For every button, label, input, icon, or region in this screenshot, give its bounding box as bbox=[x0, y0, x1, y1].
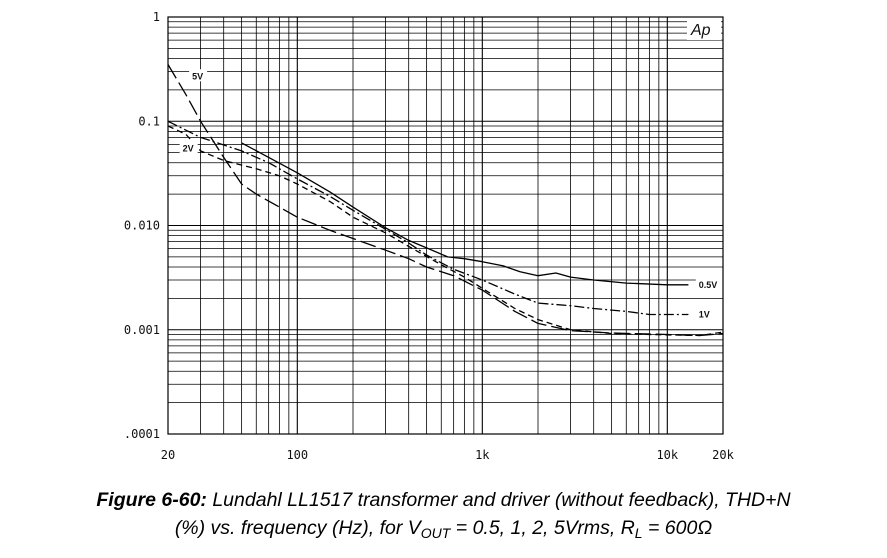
y-tick-label: 0.001 bbox=[124, 323, 160, 337]
series-line bbox=[167, 120, 689, 316]
chart-series bbox=[167, 64, 724, 337]
x-tick-label: 20 bbox=[161, 448, 175, 462]
x-tick-label: 10k bbox=[656, 448, 678, 462]
plot-frame bbox=[167, 16, 724, 435]
series-label: 0.5V bbox=[699, 280, 718, 290]
series-label-background bbox=[179, 141, 198, 154]
series-label: 5V bbox=[192, 71, 203, 81]
caption-line1-text: Lundahl LL1517 transformer and driver (w… bbox=[206, 489, 791, 511]
series-label: 2V bbox=[183, 143, 194, 153]
caption-line2-part2: = 0.5, 1, 2, 5Vrms, R bbox=[450, 517, 635, 539]
x-tick-label: 100 bbox=[286, 448, 308, 462]
corner-label: Ap bbox=[690, 22, 711, 39]
figure-number: Figure 6-60: bbox=[96, 489, 207, 511]
series-line bbox=[167, 64, 724, 337]
caption-line2-part1: (%) vs. frequency (Hz), for V bbox=[174, 517, 421, 539]
y-tick-label: 0.010 bbox=[124, 219, 160, 233]
y-tick-label: .0001 bbox=[124, 427, 160, 441]
series-label: 1V bbox=[699, 310, 710, 320]
series-line bbox=[167, 125, 724, 337]
x-tick-label: 1k bbox=[475, 448, 490, 462]
corner-label-background bbox=[687, 20, 721, 40]
caption-line-1: Figure 6-60: Lundahl LL1517 transformer … bbox=[0, 486, 887, 514]
caption-sub-out: OUT bbox=[420, 525, 451, 541]
chart-grid bbox=[168, 17, 723, 434]
caption-line2-part3: = 600Ω bbox=[642, 517, 713, 539]
figure-caption: Figure 6-60: Lundahl LL1517 transformer … bbox=[0, 486, 887, 542]
y-tick-label: 0.1 bbox=[138, 114, 160, 128]
series-label-background bbox=[695, 307, 714, 320]
series-label-background bbox=[695, 277, 726, 290]
series-line bbox=[241, 142, 689, 286]
series-label-background bbox=[189, 69, 208, 82]
y-tick-label: 1 bbox=[153, 10, 160, 24]
caption-line-2: (%) vs. frequency (Hz), for VOUT = 0.5, … bbox=[0, 514, 887, 542]
caption-sub-l: L bbox=[634, 525, 643, 541]
x-tick-label: 20k bbox=[712, 448, 734, 462]
